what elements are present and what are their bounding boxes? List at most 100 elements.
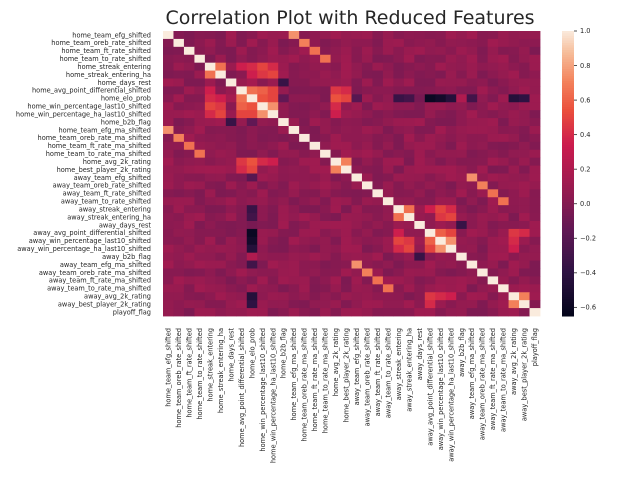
heatmap-cell [372,292,384,301]
heatmap-cell [267,149,279,159]
heatmap-cell [225,62,237,71]
heatmap-cell [466,141,478,151]
heatmap-cell [393,126,405,135]
heatmap-cell [351,181,363,190]
heatmap-cell [508,300,520,309]
heatmap-cell [393,173,405,182]
heatmap-cell [299,94,311,103]
heatmap-cell [382,205,394,214]
heatmap-cell [393,268,405,277]
heatmap-cell [257,62,269,71]
heatmap-cell [204,133,216,143]
heatmap-cell [173,149,185,159]
heatmap-cell [299,62,311,71]
heatmap-cell [351,62,363,71]
heatmap-cell [341,181,352,190]
heatmap-cell [309,70,321,79]
x-tick-label: away_avg_point_differential_shifted [426,328,434,446]
heatmap-cell [194,157,206,166]
colorbar-segment [562,52,574,56]
heatmap-cell [257,86,269,95]
heatmap-cell [498,260,509,269]
x-tick-label: home_win_percentage_ha_last10_shifted [269,328,277,463]
heatmap-cell [466,165,478,174]
heatmap-cell [183,46,195,56]
heatmap-cell [435,189,447,198]
heatmap-cell [456,228,468,238]
heatmap-cell [435,244,447,254]
heatmap-cell [414,126,426,135]
heatmap-cell [183,300,195,309]
heatmap-cell [487,205,499,214]
heatmap-cell [519,46,530,56]
heatmap-cell [466,118,478,127]
heatmap-cell [257,102,269,111]
x-tick-label: home_win_percentage_last10_shifted [259,328,267,452]
heatmap-cell [498,126,509,135]
heatmap-cell [236,260,248,269]
heatmap-cell [414,149,426,159]
heatmap-cell [529,133,541,143]
heatmap-cell [278,221,290,230]
heatmap-cell [163,126,174,135]
heatmap-cell [330,236,342,246]
heatmap-cell [435,197,447,206]
heatmap-cell [309,46,321,56]
heatmap-cell [424,292,436,301]
heatmap-cell [372,62,384,71]
heatmap-cell [519,292,530,301]
heatmap-cell [393,300,405,309]
colorbar-segment [562,209,574,213]
x-tick-label: home_team_to_rate_ma_shifted [322,328,330,433]
heatmap-cell [320,62,331,71]
heatmap-cell [330,31,342,40]
heatmap-cell [278,252,290,261]
heatmap-cell [382,189,394,198]
heatmap-cell [361,31,373,40]
heatmap-cell [498,110,509,119]
heatmap-cell [163,205,174,214]
heatmap-cell [382,70,394,79]
heatmap-cell [257,213,269,222]
heatmap-cell [456,308,468,317]
heatmap-cell [519,31,530,40]
heatmap-cell [246,38,258,48]
heatmap-cell [393,260,405,269]
heatmap-cell [403,308,415,317]
colorbar-segment [562,285,574,289]
heatmap-cell [351,78,363,87]
heatmap-cell [414,70,426,79]
heatmap-cell [236,244,248,254]
heatmap-cell [173,189,185,198]
heatmap-cell [424,141,436,151]
heatmap-cell [508,308,520,317]
heatmap-cell [236,205,248,214]
heatmap-cell [508,94,520,103]
heatmap-cell [519,70,530,79]
heatmap-cell [183,268,195,277]
heatmap-cell [382,157,394,166]
heatmap-cell [498,308,509,317]
heatmap-cell [225,94,237,103]
heatmap-cell [288,213,300,222]
heatmap-cell [278,118,290,127]
heatmap-cell [215,268,227,277]
heatmap-cell [529,252,541,261]
heatmap-cell [393,205,405,214]
heatmap-cell [361,189,373,198]
heatmap-cell [194,228,206,238]
heatmap-cell [445,221,457,230]
heatmap-cell [393,31,405,40]
heatmap-cell [372,244,384,254]
heatmap-cell [466,149,478,159]
heatmap-cell [163,244,174,254]
heatmap-cell [257,165,269,174]
heatmap-cell [487,236,499,246]
heatmap-cell [466,46,478,56]
heatmap-cell [288,165,300,174]
heatmap-cell [351,205,363,214]
heatmap-cell [246,110,258,119]
heatmap-cell [445,197,457,206]
heatmap-cell [194,173,206,182]
